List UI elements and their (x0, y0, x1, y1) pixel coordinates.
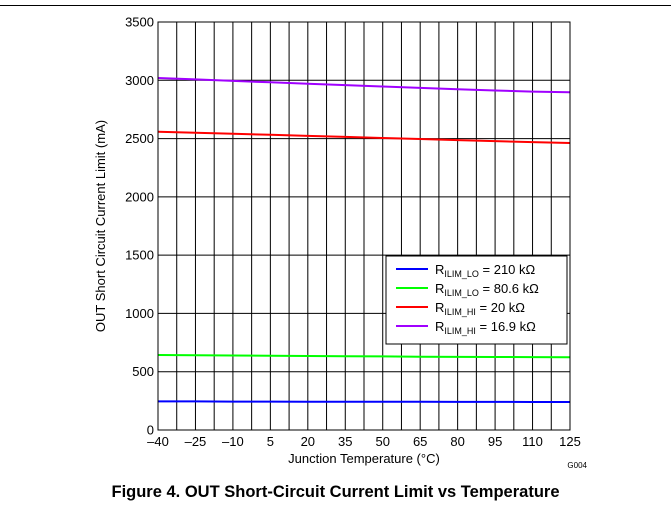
x-tick-label: –25 (185, 434, 207, 449)
x-tick-labels: –40 –25 –10 5 20 35 50 65 80 95 110 125 (147, 434, 581, 449)
legend-box (385, 255, 568, 345)
y-tick-label: 500 (132, 364, 154, 379)
legend-label: RILIM_LO = 80.6 kΩ (435, 281, 539, 298)
series-line (157, 77, 571, 94)
x-tick-label: –10 (222, 434, 244, 449)
y-tick-label: 0 (147, 423, 154, 438)
y-tick-label: 1000 (125, 306, 154, 321)
x-tick-label: 110 (522, 434, 543, 449)
y-axis-label: OUT Short Circuit Current Limit (mA) (93, 120, 108, 332)
x-tick-label: 80 (450, 434, 464, 449)
y-tick-label: 3000 (125, 73, 154, 88)
page-top-rule (0, 5, 671, 6)
y-tick-label: 2500 (125, 131, 154, 146)
x-tick-label: 50 (375, 434, 389, 449)
y-tick-label: 3500 (125, 15, 154, 30)
x-axis-label: Junction Temperature (°C) (288, 451, 440, 466)
y-tick-labels: 0 500 1000 1500 2000 2500 3000 3500 (125, 15, 154, 438)
x-tick-label: 125 (559, 434, 581, 449)
x-tick-label: 35 (338, 434, 352, 449)
figure-code: G004 (567, 461, 587, 470)
x-tick-label: –40 (147, 434, 169, 449)
x-tick-label: 95 (488, 434, 502, 449)
series-line (157, 354, 571, 359)
series-lines (157, 77, 571, 403)
x-tick-label: 20 (301, 434, 315, 449)
series-line (158, 400, 570, 403)
plot-frame (157, 21, 571, 431)
legend: RILIM_LO = 210 kΩ RILIM_LO = 80.6 kΩ RILIM… (385, 255, 568, 345)
grid (157, 21, 571, 431)
figure-caption: Figure 4. OUT Short-Circuit Current Limi… (111, 483, 560, 501)
legend-label: RILIM_HI = 20 kΩ (435, 300, 525, 317)
legend-label: RILIM_HI = 16.9 kΩ (435, 319, 536, 336)
legend-label: RILIM_LO = 210 kΩ (435, 262, 536, 279)
x-tick-label: 65 (413, 434, 427, 449)
series-line (157, 130, 571, 144)
y-tick-label: 1500 (125, 248, 154, 263)
chart: –40 –25 –10 5 20 35 50 65 80 95 110 125 0 500 1000 150… (93, 15, 588, 471)
x-tick-label: 5 (267, 434, 274, 449)
y-tick-label: 2000 (125, 189, 154, 204)
